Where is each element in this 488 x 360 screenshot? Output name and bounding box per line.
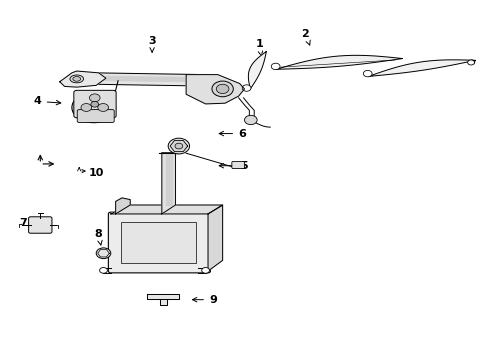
- Polygon shape: [165, 155, 171, 205]
- Polygon shape: [116, 198, 130, 214]
- FancyBboxPatch shape: [108, 212, 210, 273]
- Circle shape: [211, 81, 233, 97]
- Text: 2: 2: [301, 28, 309, 45]
- Circle shape: [100, 267, 107, 273]
- Circle shape: [98, 104, 108, 111]
- Circle shape: [175, 143, 183, 149]
- Circle shape: [96, 248, 111, 258]
- Polygon shape: [111, 205, 222, 214]
- Text: 1: 1: [255, 39, 263, 56]
- FancyBboxPatch shape: [231, 161, 244, 168]
- Text: 9: 9: [192, 295, 216, 305]
- Circle shape: [216, 84, 228, 94]
- Polygon shape: [248, 51, 266, 89]
- Polygon shape: [160, 298, 166, 305]
- Text: 4: 4: [34, 96, 61, 107]
- Text: 3: 3: [148, 36, 156, 52]
- Circle shape: [271, 63, 280, 69]
- Circle shape: [467, 60, 473, 65]
- FancyBboxPatch shape: [29, 217, 52, 233]
- Polygon shape: [186, 75, 244, 104]
- Circle shape: [201, 267, 209, 273]
- FancyBboxPatch shape: [77, 110, 114, 122]
- Polygon shape: [170, 140, 187, 152]
- Text: 7: 7: [20, 218, 41, 228]
- Text: 8: 8: [95, 229, 102, 245]
- Polygon shape: [207, 205, 222, 271]
- FancyBboxPatch shape: [74, 90, 116, 118]
- Text: 10: 10: [88, 168, 103, 178]
- Ellipse shape: [73, 77, 81, 81]
- Circle shape: [89, 94, 100, 102]
- Polygon shape: [276, 55, 402, 69]
- Ellipse shape: [72, 92, 116, 123]
- Polygon shape: [162, 153, 175, 214]
- Text: 6: 6: [219, 129, 245, 139]
- Circle shape: [244, 115, 257, 125]
- Ellipse shape: [70, 75, 83, 83]
- Circle shape: [81, 104, 91, 111]
- Circle shape: [242, 85, 250, 91]
- Polygon shape: [103, 76, 205, 82]
- Bar: [120, 222, 196, 263]
- Polygon shape: [60, 71, 106, 87]
- Circle shape: [363, 71, 371, 77]
- Polygon shape: [368, 60, 474, 76]
- Circle shape: [91, 102, 99, 107]
- Text: 5: 5: [219, 161, 248, 171]
- Polygon shape: [86, 73, 217, 86]
- Polygon shape: [147, 294, 179, 298]
- Circle shape: [168, 138, 189, 154]
